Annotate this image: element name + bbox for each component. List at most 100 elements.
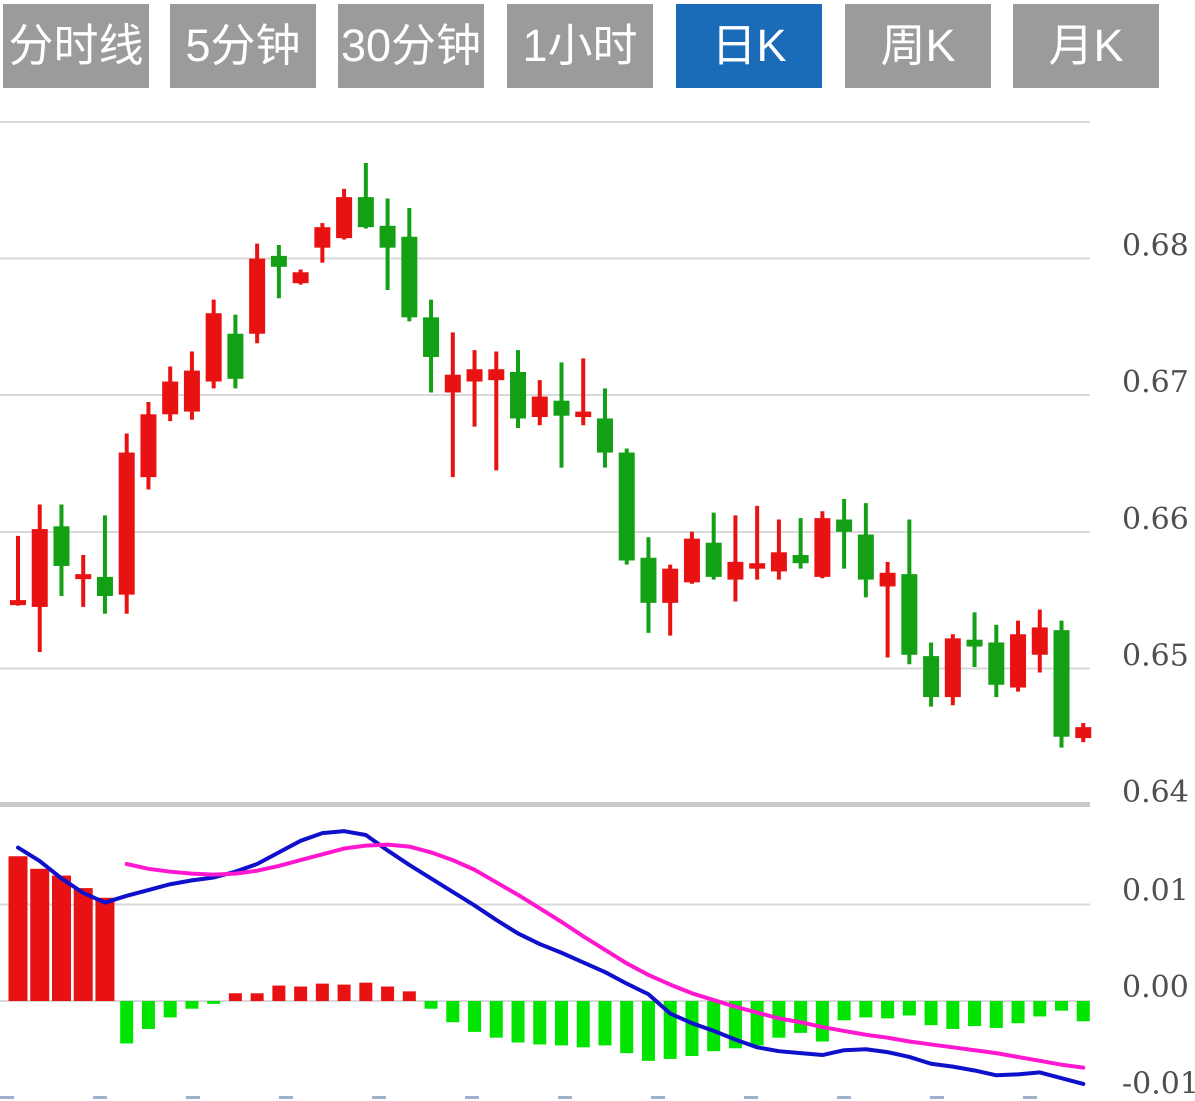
tab-5min[interactable]: 5分钟 xyxy=(170,4,316,88)
macd-histogram-bar xyxy=(815,1001,829,1042)
macd-histogram-bar xyxy=(598,1001,612,1046)
candle-body xyxy=(183,370,200,412)
tab-weekly-k[interactable]: 周K xyxy=(845,4,991,88)
dea-line xyxy=(124,842,1086,1070)
candle-body xyxy=(662,568,679,603)
macd-histogram-bar xyxy=(51,875,71,1001)
macd-axis-label: -0.01 xyxy=(1122,1067,1195,1101)
macd-histogram-bar xyxy=(489,1001,503,1038)
macd-histogram-bar xyxy=(315,983,329,1001)
candle-body xyxy=(314,227,331,248)
candle-body xyxy=(140,414,157,478)
macd-histogram-bar xyxy=(902,1001,916,1016)
macd-histogram-bar xyxy=(402,991,416,1001)
candle-body xyxy=(510,371,527,419)
candle-body xyxy=(749,563,766,569)
candle-body xyxy=(162,381,179,415)
candle-body xyxy=(705,542,722,577)
candle-body xyxy=(379,225,396,248)
candle-body xyxy=(357,197,374,228)
macd-histogram-bar xyxy=(381,986,395,1001)
macd-histogram-bar xyxy=(511,1001,525,1043)
candle-body xyxy=(640,557,657,603)
price-axis-label: 0.68 xyxy=(1122,229,1189,264)
candle-body xyxy=(488,369,505,381)
macd-histogram-bar xyxy=(1055,1001,1069,1011)
candle-body xyxy=(792,555,809,564)
candle-body xyxy=(683,538,700,583)
tab-monthly-k[interactable]: 月K xyxy=(1013,4,1159,88)
candle-body xyxy=(227,333,244,379)
macd-histogram-bar xyxy=(576,1001,590,1048)
macd-histogram-bar xyxy=(163,1001,177,1018)
candle-body xyxy=(596,418,613,453)
candle-body xyxy=(53,526,70,566)
candle-body xyxy=(1010,634,1027,688)
candle-body xyxy=(10,600,26,606)
tab-timeshare[interactable]: 分时线 xyxy=(3,4,149,88)
candle-body xyxy=(814,518,831,577)
macd-histogram-bar xyxy=(446,1001,460,1023)
tab-30min[interactable]: 30分钟 xyxy=(338,4,484,88)
macd-histogram-bar xyxy=(859,1001,873,1018)
candle-body xyxy=(1053,630,1070,737)
candle-body xyxy=(923,656,940,698)
macd-histogram-bar xyxy=(294,986,308,1001)
macd-histogram-bar xyxy=(359,982,373,1001)
candle-body xyxy=(531,396,548,418)
macd-histogram-bar xyxy=(468,1001,482,1032)
macd-histogram-bar xyxy=(73,888,93,1001)
macd-histogram-bar xyxy=(1033,1001,1047,1017)
candle-body xyxy=(988,642,1005,685)
macd-axis-label: 0.00 xyxy=(1122,970,1189,1005)
candle-body xyxy=(270,255,287,267)
macd-histogram-bar xyxy=(337,984,351,1001)
macd-histogram-bar xyxy=(881,1001,895,1019)
macd-histogram-bar xyxy=(8,856,28,1001)
macd-histogram-bar xyxy=(30,868,50,1001)
macd-histogram-bar xyxy=(555,1001,568,1046)
macd-histogram-bar xyxy=(968,1001,982,1027)
macd-histogram-bar xyxy=(794,1001,808,1033)
tab-daily-k[interactable]: 日K xyxy=(676,4,822,88)
candle-body xyxy=(901,574,918,655)
candle-body xyxy=(1031,627,1048,655)
price-axis-label: 0.67 xyxy=(1122,365,1189,400)
macd-histogram-bar xyxy=(924,1001,938,1026)
macd-histogram-bar xyxy=(424,1001,438,1009)
candle-body xyxy=(966,639,983,647)
candle-body xyxy=(118,452,135,595)
macd-histogram-bar xyxy=(641,1001,655,1061)
macd-histogram-bar xyxy=(989,1001,1003,1029)
candle-body xyxy=(575,411,592,418)
macd-histogram-bar xyxy=(185,1001,199,1009)
price-axis-label: 0.64 xyxy=(1122,775,1189,810)
candle-body xyxy=(857,534,874,580)
macd-histogram-bar xyxy=(228,993,242,1001)
macd-histogram-bar xyxy=(946,1001,960,1029)
candle-body xyxy=(336,197,353,239)
tab-1hour[interactable]: 1小时 xyxy=(507,4,653,88)
macd-histogram-bar xyxy=(837,1001,851,1021)
candle-body xyxy=(31,529,48,607)
macd-histogram-bar xyxy=(685,1001,699,1057)
candle-body xyxy=(444,374,461,393)
candle-body xyxy=(423,317,440,357)
macd-histogram-bar xyxy=(707,1001,721,1052)
candle-body xyxy=(618,452,635,561)
macd-histogram-bar xyxy=(620,1001,634,1054)
macd-histogram-bar xyxy=(250,993,264,1001)
pane-separator xyxy=(0,802,1090,807)
macd-histogram-bar xyxy=(272,985,286,1001)
candle-body xyxy=(1075,727,1092,739)
macd-histogram-bar xyxy=(95,897,115,1001)
candle-body xyxy=(553,400,570,416)
macd-axis-label: 0.01 xyxy=(1122,874,1189,909)
price-axis-label: 0.65 xyxy=(1122,638,1189,673)
candle-body xyxy=(466,369,483,382)
dif-line xyxy=(16,829,1086,1086)
candle-body xyxy=(292,272,309,284)
candle-body xyxy=(879,572,896,587)
candle-body xyxy=(205,313,222,382)
